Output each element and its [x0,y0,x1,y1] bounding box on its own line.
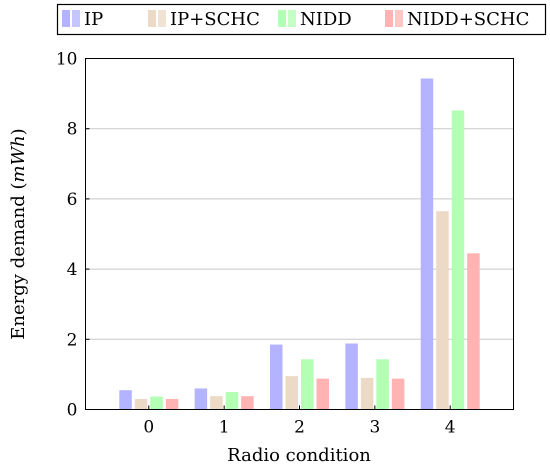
bar [316,378,329,410]
x-tick-label: 3 [369,418,380,438]
bar [119,390,132,410]
y-axis-label-unit-close: ) [8,128,29,135]
bar [165,398,179,410]
y-axis-label-unit-open: ( [8,182,29,195]
bar [420,78,434,410]
bar [241,396,254,410]
bar [360,377,374,410]
legend-swatch [288,10,296,27]
legend-swatch [148,10,156,27]
bar [285,376,298,410]
y-tick-label: 0 [67,401,78,421]
bar [451,110,465,410]
bar [391,378,405,410]
x-tick-label: 1 [219,418,230,438]
x-tick-label: 4 [445,418,456,438]
legend-label: IP+SCHC [170,9,260,30]
legend-frame [56,3,547,36]
bar [436,211,449,410]
bar [150,396,163,410]
legend-label: IP [84,9,103,30]
x-tick-label: 2 [294,418,305,438]
legend-label: NIDD+SCHC [407,9,529,30]
plot-frame [85,58,514,410]
bar [210,396,223,410]
y-tick-label: 6 [67,190,78,210]
bar [376,359,389,410]
legend-swatch [158,10,166,27]
bar [345,343,358,410]
bar [467,253,480,410]
y-axis-label-unit: mWh [8,135,29,182]
grid [85,58,514,410]
tick-labels: 0 2 4 6 8 10 0 1 2 3 4 [56,50,456,438]
legend-swatch [395,10,403,27]
legend-swatch [278,10,286,27]
legend-swatch [385,10,393,27]
y-tick-label: 4 [67,260,78,280]
bar [194,388,208,410]
bar [270,344,283,410]
bars [119,78,480,410]
y-tick-label: 10 [56,50,78,70]
y-tick-label: 2 [67,330,78,350]
y-axis-label-text: Energy demand [8,195,29,340]
legend-swatch [72,10,80,27]
x-tick-label: 0 [143,418,154,438]
axes [85,58,514,410]
legend-label: NIDD [300,9,352,30]
legend: IP IP+SCHC NIDD NIDD+SCHC [56,3,547,36]
x-axis-label: Radio condition [227,445,371,466]
y-axis-label: Energy demand (mWh) [8,128,29,339]
bar [225,391,239,410]
bar [301,359,314,410]
y-tick-label: 8 [67,120,78,140]
legend-swatch [62,10,70,27]
bar [134,398,148,410]
